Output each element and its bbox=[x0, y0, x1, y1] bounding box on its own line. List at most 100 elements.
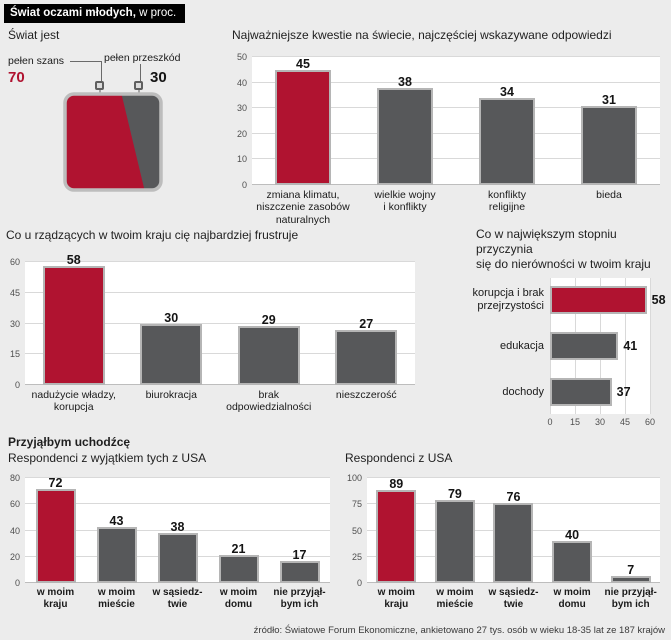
category-label: w moim mieście bbox=[97, 587, 136, 610]
category-label: nieszczerość bbox=[335, 389, 397, 401]
bar-cell: 89 bbox=[367, 477, 426, 583]
category-label: nie przyjął- bym ich bbox=[604, 587, 657, 610]
bar-uchodzcy-usa-4: 7 bbox=[610, 563, 651, 583]
bar-value-label: 27 bbox=[359, 316, 374, 331]
bar-nierownosci-2 bbox=[550, 378, 612, 406]
marker-pin-obstacles bbox=[134, 81, 143, 90]
bar-uchodzcy-bez-usa-1: 43 bbox=[96, 514, 137, 583]
obstacles-label: pełen przeszkód bbox=[104, 52, 181, 64]
bar-uchodzcy-bez-usa-2: 38 bbox=[157, 520, 198, 583]
category-label: brak odpowiedzialności bbox=[226, 389, 312, 414]
page-header: Świat oczami młodych, w proc. bbox=[4, 4, 186, 23]
category-label: nadużycie władzy, korupcja bbox=[31, 389, 116, 414]
chart-inequality-title: Co w największym stopniu przyczynia się … bbox=[476, 227, 651, 271]
y-axis-tick-label: 50 bbox=[351, 525, 362, 536]
bar-cell: 58 bbox=[25, 253, 123, 385]
y-axis-tick-label: 20 bbox=[236, 128, 247, 139]
y-axis-tick-label: 40 bbox=[9, 525, 20, 536]
bar-cell: 76 bbox=[484, 478, 543, 583]
bar-uchodzcy-usa-0: 89 bbox=[376, 477, 417, 583]
x-axis-tick-label: 45 bbox=[619, 417, 631, 427]
chart-refugee-nonusa-title: Respondenci z wyjątkiem tych z USA bbox=[8, 451, 207, 465]
source-note: źródło: Światowe Forum Ekonomiczne, anki… bbox=[253, 625, 665, 636]
gridline bbox=[367, 477, 660, 478]
bar-value-label: 38 bbox=[170, 520, 185, 535]
opportunities-value: 70 bbox=[8, 69, 25, 86]
chart-refugee-usa: 0 25 50 75 100 89 79 76 40 7 w moim kraju w moim mi… bbox=[347, 473, 660, 610]
gridline bbox=[25, 261, 415, 262]
bar-value-label: 43 bbox=[109, 513, 124, 528]
category-label: w sąsiedz- twie bbox=[152, 587, 203, 610]
bar-cell: 31 bbox=[558, 57, 660, 185]
plot-area: 0 15 30 45 60 58 30 29 27 bbox=[10, 253, 415, 390]
category-label: konflikty religijne bbox=[488, 189, 526, 214]
bar-frustracja-3: 27 bbox=[335, 317, 398, 385]
category-label: zmiana klimatu, niszczenie zasobów natur… bbox=[256, 189, 350, 226]
category-labels: nadużycie władzy, korupcja biurokracja bra… bbox=[25, 389, 415, 414]
y-axis-tick-label: 0 bbox=[14, 380, 20, 390]
y-axis-tick-label: 100 bbox=[346, 473, 362, 483]
obstacles-value: 30 bbox=[150, 69, 167, 86]
gridline bbox=[25, 322, 415, 324]
bar-uchodzcy-usa-1: 79 bbox=[434, 487, 475, 583]
chart-frustration: 0 15 30 45 60 58 30 29 27 nadużycie władzy, korup… bbox=[10, 253, 415, 413]
bar-cell: 17 bbox=[269, 478, 330, 583]
bar-frustracja-0: 58 bbox=[42, 253, 105, 385]
bar-value-label: 79 bbox=[447, 487, 462, 502]
bars-row: 45 38 34 31 bbox=[252, 57, 660, 185]
chart-world-is: pełen szans 70 pełen przeszkód 30 bbox=[8, 52, 233, 202]
plot-area: 0 25 50 75 100 89 79 76 40 7 bbox=[347, 473, 660, 588]
bar-cell: 40 bbox=[543, 478, 602, 583]
bar-value-label: 21 bbox=[231, 542, 246, 557]
bar-nierownosci-0 bbox=[550, 286, 647, 314]
bar-cell: 72 bbox=[25, 476, 86, 583]
bar-kwestie-3: 31 bbox=[581, 93, 637, 185]
x-axis-tick-label: 0 bbox=[547, 417, 553, 427]
bar-uchodzcy-bez-usa-0: 72 bbox=[35, 476, 76, 583]
gridline bbox=[25, 529, 330, 531]
y-axis-tick-label: 75 bbox=[351, 499, 362, 510]
chart-refugee-nonusa: 0 20 40 60 80 72 43 38 21 17 w moim kraju w moim mi… bbox=[10, 473, 330, 610]
category-label: dochody bbox=[502, 385, 544, 398]
y-axis-tick-label: 50 bbox=[236, 52, 247, 62]
chart-world-issues: 0 10 20 30 40 50 45 38 34 31 zmiana klimatu, niszc… bbox=[237, 52, 660, 226]
bar-value-label: 41 bbox=[623, 339, 638, 353]
bar-value-label: 7 bbox=[627, 562, 635, 577]
bar-value-label: 17 bbox=[292, 547, 307, 562]
y-axis-tick-label: 0 bbox=[14, 578, 20, 588]
bars-row: 72 43 38 21 17 bbox=[25, 476, 330, 583]
y-axis-tick-label: 40 bbox=[236, 77, 247, 88]
y-axis-tick-label: 0 bbox=[241, 180, 247, 190]
y-axis-tick-label: 80 bbox=[9, 473, 20, 483]
y-axis-tick-label: 10 bbox=[236, 154, 247, 165]
gridline bbox=[252, 158, 660, 160]
bar-cell: 38 bbox=[354, 57, 456, 185]
chart-refugee-usa-title: Respondenci z USA bbox=[345, 451, 453, 465]
y-axis-tick-label: 60 bbox=[9, 499, 20, 510]
category-label: w moim kraju bbox=[377, 587, 415, 610]
y-axis-tick-label: 0 bbox=[356, 578, 362, 588]
category-labels: zmiana klimatu, niszczenie zasobów natur… bbox=[252, 189, 660, 226]
connector-line bbox=[70, 61, 101, 62]
gridline bbox=[252, 132, 660, 134]
plot-area: 0 20 40 60 80 72 43 38 21 17 bbox=[10, 473, 330, 588]
header-subtitle: w proc. bbox=[135, 7, 177, 19]
gridline bbox=[25, 291, 415, 293]
category-label: korupcja i brak przejrzystości bbox=[472, 287, 544, 312]
world-proportion-square bbox=[63, 92, 163, 192]
bars-row: 89 79 76 40 7 bbox=[367, 477, 660, 583]
bar-kwestie-1: 38 bbox=[377, 75, 433, 185]
plot-area: 0 10 20 30 40 50 45 38 34 31 bbox=[237, 52, 660, 190]
bar-value-label: 31 bbox=[602, 92, 616, 107]
gridline bbox=[625, 278, 626, 414]
x-axis-tick-label: 60 bbox=[644, 417, 656, 427]
x-axis-tick-label: 15 bbox=[569, 417, 581, 427]
category-label: w sąsiedz- twie bbox=[488, 587, 539, 610]
chart-frustration-title: Co u rządzących w twoim kraju cię najbar… bbox=[6, 228, 299, 242]
obstacles-region bbox=[121, 94, 161, 190]
bar-cell: 21 bbox=[208, 478, 269, 583]
gridline bbox=[252, 184, 660, 185]
bar-cell: 43 bbox=[86, 478, 147, 583]
bar-cell: 7 bbox=[601, 478, 660, 583]
x-axis-tick-label: 30 bbox=[594, 417, 606, 427]
